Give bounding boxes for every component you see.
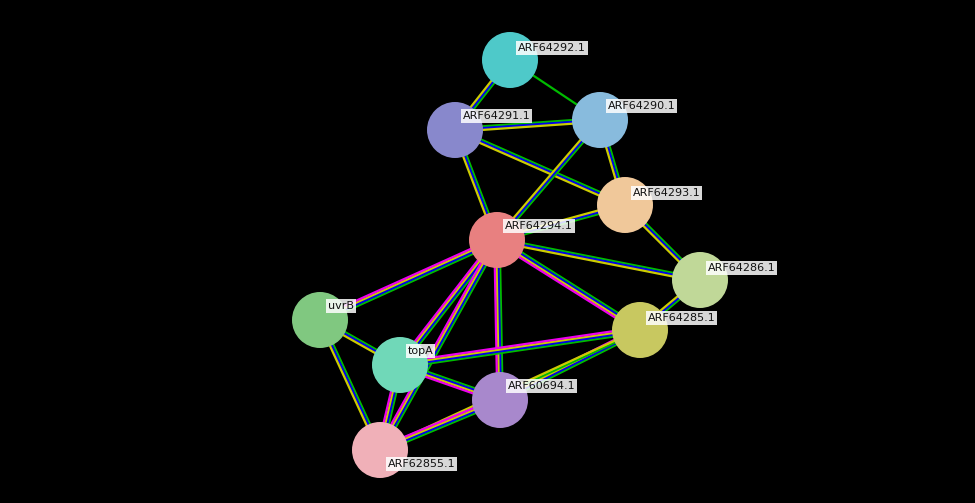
Text: ARF64294.1: ARF64294.1 [505, 221, 573, 231]
Text: ARF64285.1: ARF64285.1 [648, 313, 716, 323]
Circle shape [427, 102, 483, 158]
Circle shape [292, 292, 348, 348]
Text: ARF64291.1: ARF64291.1 [463, 111, 530, 121]
Circle shape [472, 372, 528, 428]
Circle shape [597, 177, 653, 233]
Circle shape [612, 302, 668, 358]
Circle shape [482, 32, 538, 88]
Text: ARF60694.1: ARF60694.1 [508, 381, 575, 391]
Text: topA: topA [408, 346, 434, 356]
Text: ARF62855.1: ARF62855.1 [388, 459, 455, 469]
Circle shape [372, 337, 428, 393]
Circle shape [672, 252, 728, 308]
Circle shape [352, 422, 408, 478]
Text: ARF64290.1: ARF64290.1 [608, 101, 676, 111]
Text: uvrB: uvrB [328, 301, 354, 311]
Circle shape [572, 92, 628, 148]
Text: ARF64292.1: ARF64292.1 [518, 43, 586, 53]
Text: ARF64286.1: ARF64286.1 [708, 263, 776, 273]
Text: ARF64293.1: ARF64293.1 [633, 188, 701, 198]
Circle shape [469, 212, 525, 268]
